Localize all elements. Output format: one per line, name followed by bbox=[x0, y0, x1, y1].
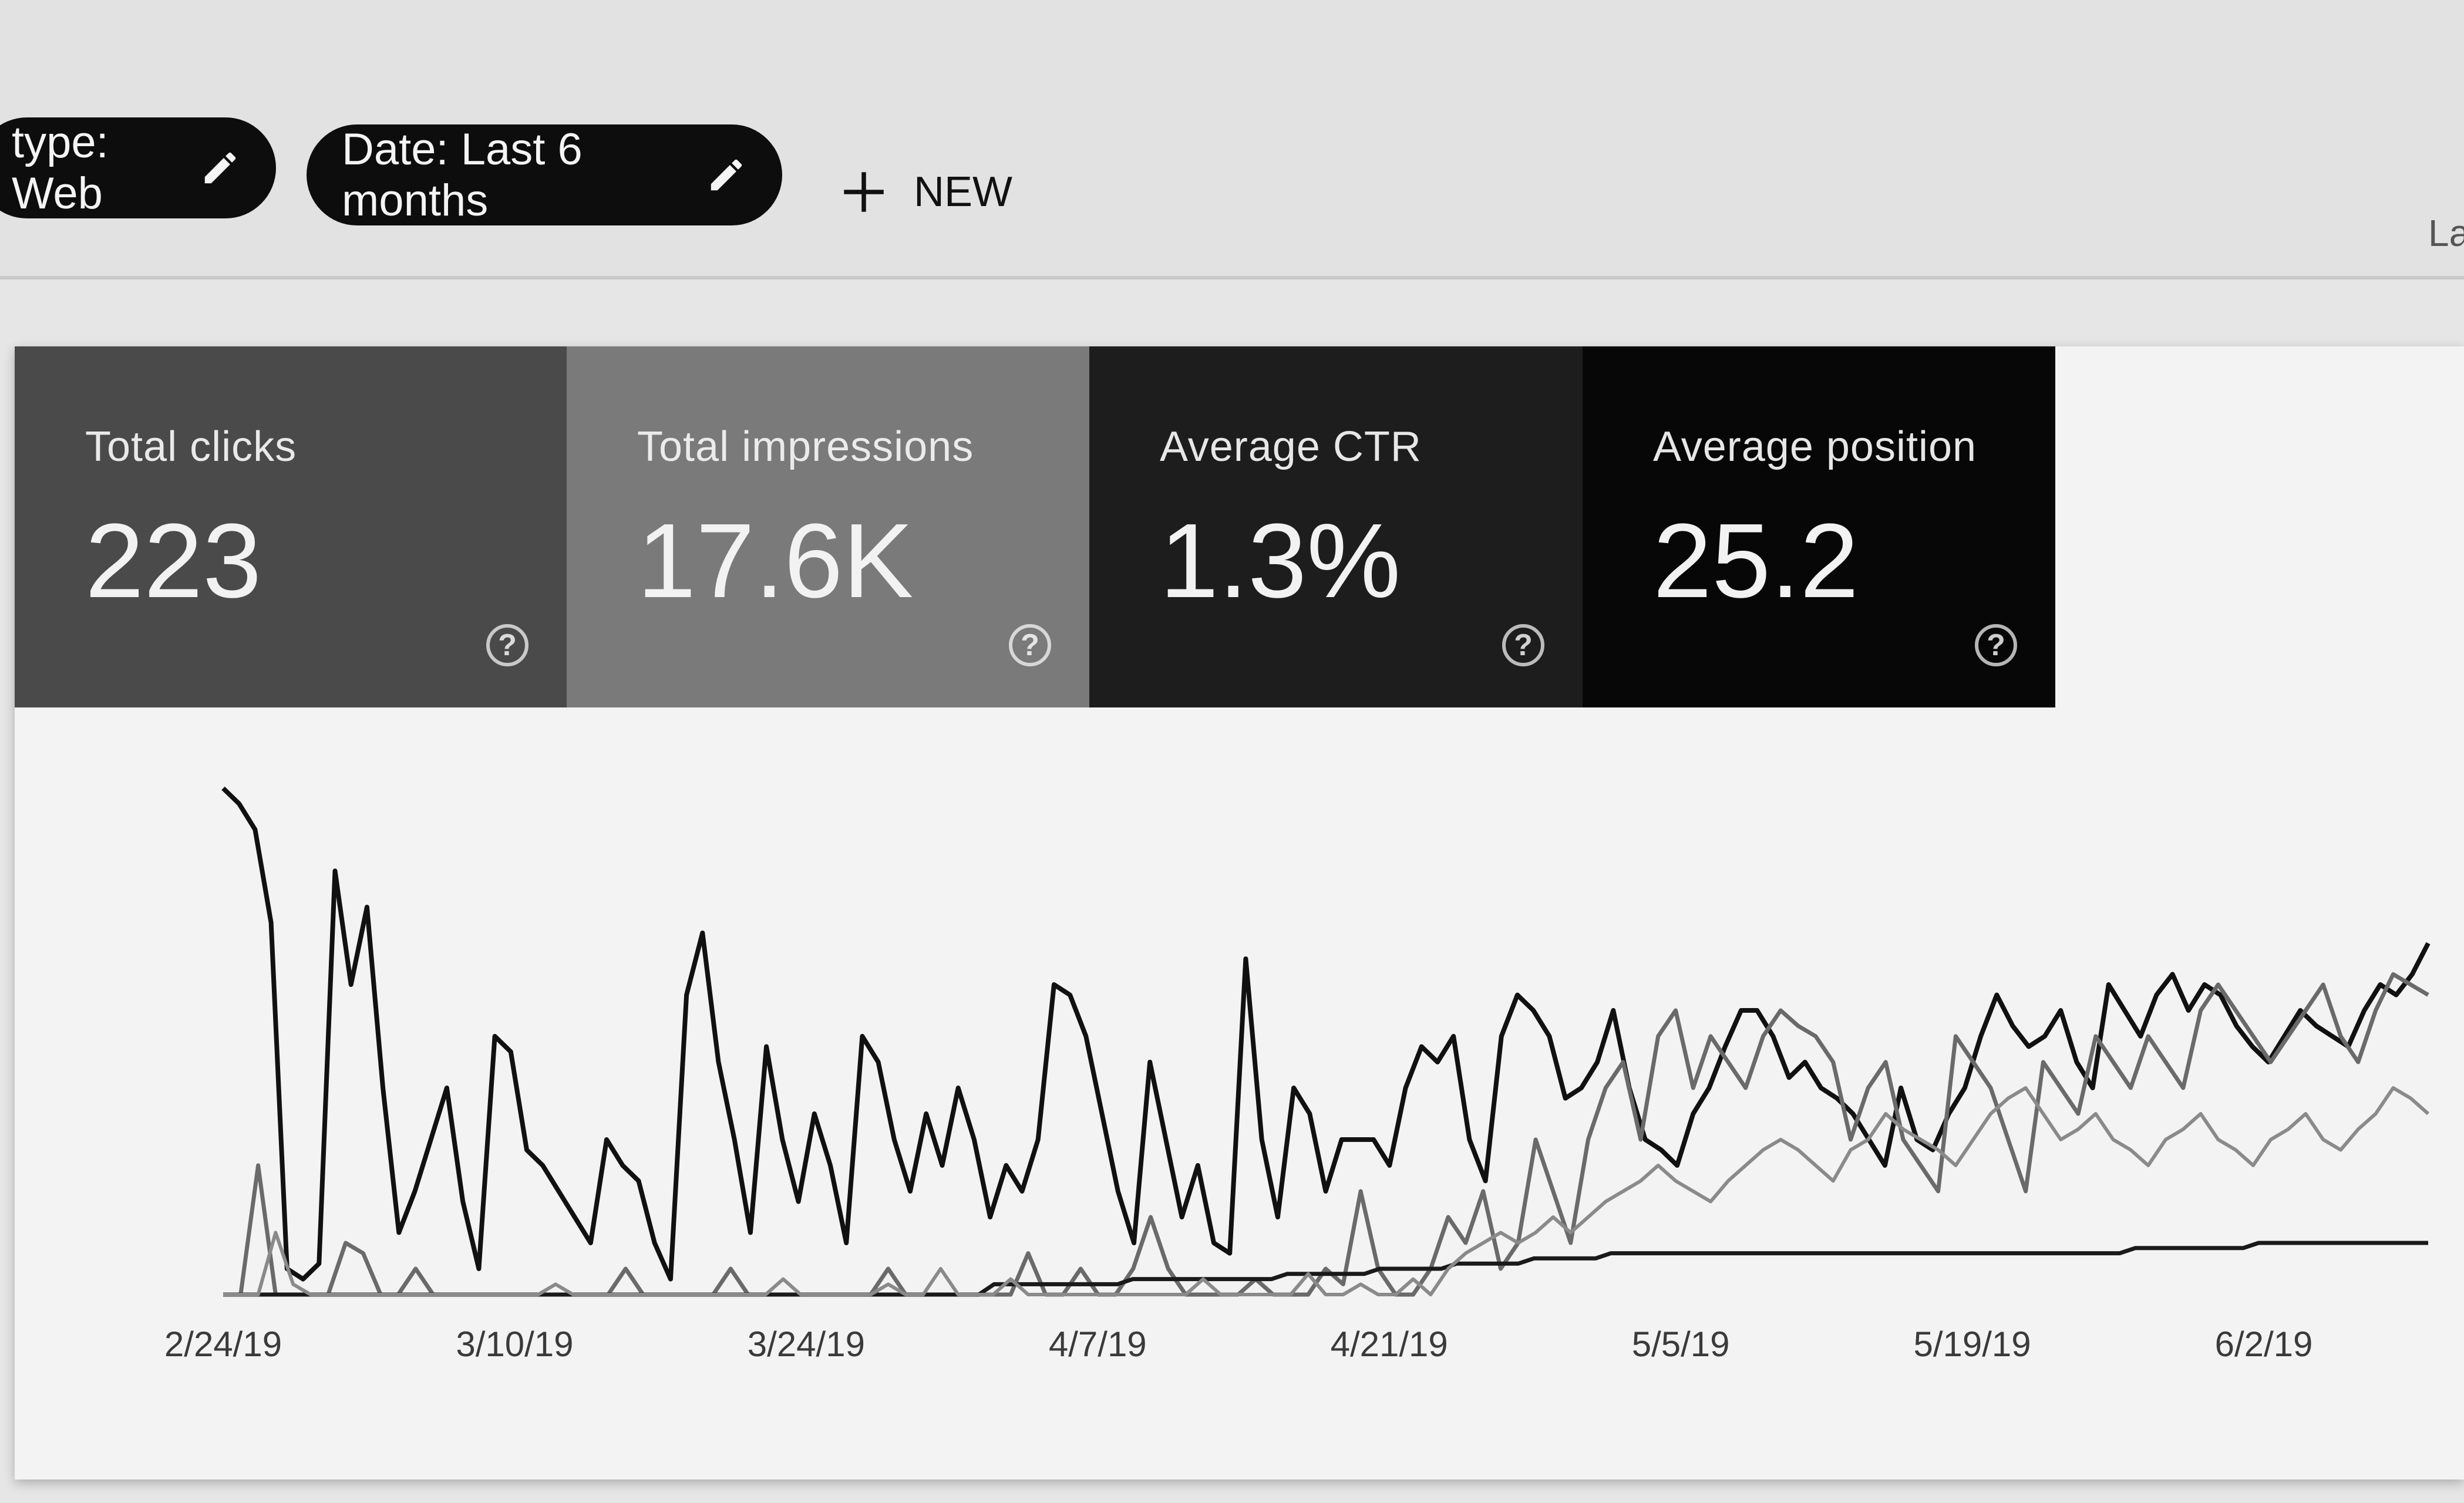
metric-value: 1.3% bbox=[1160, 502, 1401, 620]
help-icon[interactable]: ? bbox=[486, 624, 529, 666]
metric-value: 17.6K bbox=[637, 502, 914, 620]
performance-chart-svg: 2/24/19 3/10/19 3/24/19 4/7/19 4/21/19 5/5/19… bbox=[164, 786, 2431, 1364]
help-icon[interactable]: ? bbox=[1009, 624, 1051, 666]
metric-label: Average CTR bbox=[1160, 423, 1422, 470]
x-tick-label: 4/21/19 bbox=[1331, 1325, 1448, 1364]
metric-tile-total-clicks[interactable]: Total clicks 223 ? bbox=[15, 346, 567, 707]
metric-label: Total clicks bbox=[85, 423, 297, 470]
help-icon[interactable]: ? bbox=[1975, 624, 2017, 666]
pencil-icon[interactable] bbox=[706, 154, 747, 196]
new-filter-label: NEW bbox=[914, 169, 1012, 215]
pencil-icon[interactable] bbox=[200, 147, 241, 188]
x-tick-label: 4/7/19 bbox=[1049, 1325, 1147, 1364]
series-line-1 bbox=[221, 786, 2431, 1282]
metric-value: 25.2 bbox=[1653, 502, 1859, 620]
x-tick-label: 3/10/19 bbox=[456, 1325, 573, 1364]
performance-card: Total clicks 223 ? Total impressions 17.… bbox=[15, 346, 2464, 1480]
series-line-4 bbox=[223, 1086, 2429, 1296]
x-tick-label: 5/5/19 bbox=[1632, 1325, 1730, 1364]
x-tick-label: 6/2/19 bbox=[2215, 1325, 2313, 1364]
new-filter-button[interactable]: NEW bbox=[834, 154, 1016, 230]
metric-value: 223 bbox=[85, 502, 262, 620]
filter-bar: type: Web Date: Last 6 months NEW La bbox=[0, 0, 2464, 279]
x-tick-label: 2/24/19 bbox=[164, 1325, 282, 1364]
plus-icon bbox=[844, 172, 884, 212]
filter-chip-date[interactable]: Date: Last 6 months bbox=[307, 124, 782, 225]
truncated-label: La bbox=[2428, 212, 2464, 254]
x-tick-label: 3/24/19 bbox=[748, 1325, 865, 1364]
metric-tile-total-impressions[interactable]: Total impressions 17.6K ? bbox=[567, 346, 1089, 707]
metric-tile-average-position[interactable]: Average position 25.2 ? bbox=[1583, 346, 2055, 707]
metric-label: Total impressions bbox=[637, 423, 974, 470]
metric-label: Average position bbox=[1653, 423, 1977, 470]
series-line-2 bbox=[223, 972, 2429, 1297]
filter-chip-label: Date: Last 6 months bbox=[342, 124, 583, 225]
metric-tiles: Total clicks 223 ? Total impressions 17.… bbox=[15, 346, 2055, 707]
performance-chart: 2/24/19 3/10/19 3/24/19 4/7/19 4/21/19 5/5/19… bbox=[15, 707, 2464, 1480]
help-icon[interactable]: ? bbox=[1502, 624, 1544, 666]
metric-tile-average-ctr[interactable]: Average CTR 1.3% ? bbox=[1089, 346, 1583, 707]
filter-chip-type[interactable]: type: Web bbox=[0, 117, 276, 218]
x-tick-label: 5/19/19 bbox=[1913, 1325, 2031, 1364]
filter-chip-label: type: Web bbox=[12, 117, 109, 218]
